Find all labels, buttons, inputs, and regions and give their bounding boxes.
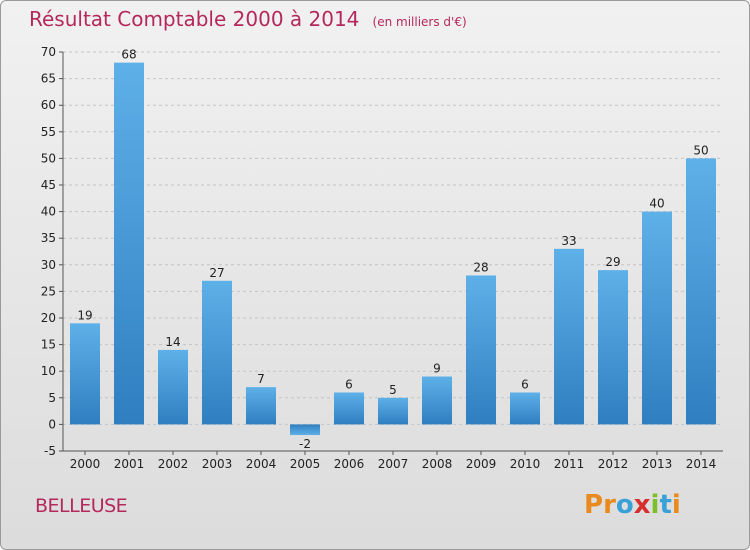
logo-letter: o (615, 490, 634, 520)
logo-letter: P (584, 490, 604, 520)
bar (422, 376, 452, 425)
logo-letter: r (603, 490, 616, 520)
bar (378, 397, 408, 425)
bars-layer: 19 68 14 27 7 -2 6 5 9 28 6 33 29 40 50 (70, 48, 716, 451)
bar-value-label: 27 (209, 266, 224, 280)
bar-value-label: 29 (605, 255, 620, 269)
bar-value-label: -2 (299, 437, 311, 451)
bar-value-label: 6 (345, 377, 353, 391)
bar-value-label: 40 (649, 197, 664, 211)
y-tick-label: 30 (41, 258, 56, 272)
x-tick-label: 2003 (202, 457, 233, 471)
y-tick-label: 55 (41, 125, 56, 139)
bar (466, 275, 496, 425)
x-tick-label: 2014 (686, 457, 717, 471)
bar (114, 62, 144, 425)
x-tick-label: 2011 (554, 457, 585, 471)
chart-subtitle: (en milliers d'€) (372, 15, 467, 29)
y-tick-label: 10 (41, 364, 56, 378)
bar-value-label: 9 (433, 362, 441, 376)
bar (554, 248, 584, 425)
x-tick-label: 2001 (114, 457, 145, 471)
bar-value-label: 14 (165, 335, 180, 349)
bar-value-label: 28 (473, 260, 488, 274)
commune-name: BELLEUSE (35, 495, 128, 517)
logo-letter: t (659, 490, 672, 520)
y-tick-label: 45 (41, 178, 56, 192)
y-tick-label: 40 (41, 205, 56, 219)
x-tick-label: 2008 (422, 457, 453, 471)
x-tick-label: 2000 (70, 457, 101, 471)
y-tick-label: 50 (41, 151, 56, 165)
x-tick-label: 2013 (642, 457, 673, 471)
bar (70, 323, 100, 425)
x-tick-label: 2010 (510, 457, 541, 471)
logo-letter: i (671, 490, 681, 520)
bar (510, 392, 540, 425)
bar-value-label: 5 (389, 383, 397, 397)
y-tick-label: 65 (41, 72, 56, 86)
y-tick-label: 35 (41, 231, 56, 245)
bar-value-label: 33 (561, 234, 576, 248)
logo-letter: i (650, 490, 660, 520)
bar (642, 211, 672, 425)
bar (334, 392, 364, 425)
title-row: Résultat Comptable 2000 à 2014 (en milli… (29, 7, 467, 31)
bar-value-label: 19 (77, 308, 92, 322)
chart-title: Résultat Comptable 2000 à 2014 (29, 7, 360, 31)
bar (246, 387, 276, 425)
x-tick-label: 2012 (598, 457, 629, 471)
bar-value-label: 7 (257, 372, 265, 386)
y-tick-label: 25 (41, 284, 56, 298)
x-tick-label: 2009 (466, 457, 497, 471)
x-tick-label: 2007 (378, 457, 409, 471)
bar (598, 270, 628, 425)
bar-value-label: 68 (121, 48, 136, 62)
bar-value-label: 50 (693, 143, 708, 157)
y-tick-label: -5 (44, 444, 56, 458)
y-tick-label: 60 (41, 98, 56, 112)
x-tick-label: 2002 (158, 457, 189, 471)
bar (202, 280, 232, 425)
y-tick-label: 70 (41, 45, 56, 59)
bar (686, 158, 716, 425)
x-tick-label: 2004 (246, 457, 277, 471)
proxiti-logo: Proxiti (584, 490, 681, 520)
bar (158, 349, 188, 425)
logo-letter: x (633, 490, 651, 520)
bar-value-label: 6 (521, 377, 529, 391)
bar (290, 424, 320, 436)
y-tick-label: 5 (48, 391, 56, 405)
y-tick-label: 15 (41, 338, 56, 352)
x-tick-label: 2006 (334, 457, 365, 471)
x-tick-label: 2005 (290, 457, 321, 471)
y-tick-label: 20 (41, 311, 56, 325)
y-tick-label: 0 (48, 417, 56, 431)
